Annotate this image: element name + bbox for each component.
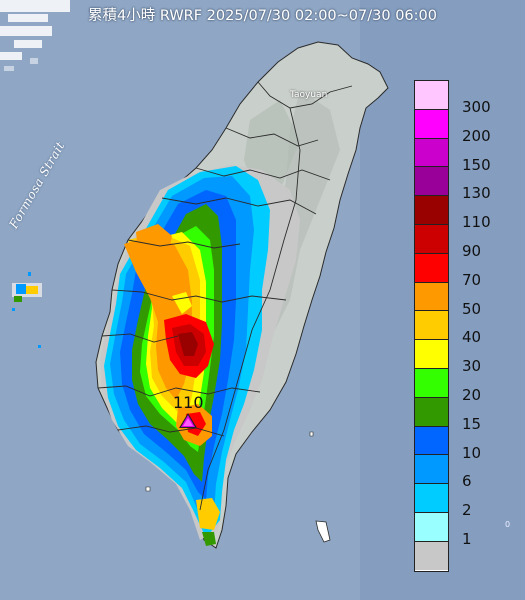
edge-mark: 0: [505, 520, 511, 529]
legend-label: 130: [462, 184, 491, 203]
legend-swatch: [415, 282, 448, 312]
legend-label: 2: [462, 501, 472, 520]
legend-swatch: [415, 253, 448, 283]
legend-swatch: [415, 196, 448, 225]
legend-label: 300: [462, 98, 491, 116]
legend-swatch: [415, 426, 448, 456]
map-title: 累積4小時 RWRF 2025/07/30 02:00~07/30 06:00: [88, 8, 437, 24]
legend-swatch: [415, 397, 448, 427]
legend-label: 10: [462, 443, 482, 462]
legend-label: 70: [462, 270, 482, 289]
legend-swatch: [415, 167, 448, 197]
green-island: [315, 520, 331, 543]
legend-label: 40: [462, 328, 482, 347]
legend-label: 90: [462, 242, 482, 260]
legend-color-bar: [414, 80, 449, 572]
legend-swatch: [415, 541, 448, 570]
legend-swatch: [415, 311, 448, 341]
legend-label: 110: [462, 213, 491, 232]
legend-swatch: [415, 225, 448, 254]
legend-swatch: [415, 81, 448, 110]
city-label: Taoyuan: [290, 90, 328, 100]
legend-label: 150: [462, 155, 491, 174]
legend-swatch: [415, 138, 448, 168]
legend-swatch: [415, 369, 448, 398]
legend-label: 6: [462, 472, 472, 491]
legend-label: 1: [462, 530, 472, 548]
legend-swatch: [415, 340, 448, 369]
max-rain-marker-icon: [181, 415, 195, 427]
rainfall-field: [100, 165, 300, 546]
max-rain-value: 110: [173, 393, 204, 412]
cloud-band: [0, 0, 70, 60]
legend-label: 15: [462, 414, 482, 433]
legend-swatch: [415, 455, 448, 485]
legend-label: 200: [462, 126, 491, 145]
penghu-islands: [12, 272, 42, 348]
legend-swatch: [415, 109, 448, 139]
legend-label: 20: [462, 386, 482, 404]
county-boundaries: [97, 81, 353, 511]
legend-label: 30: [462, 357, 482, 376]
legend-label: 50: [462, 299, 482, 318]
legend-swatch: [415, 513, 448, 542]
legend-swatch: [415, 484, 448, 513]
